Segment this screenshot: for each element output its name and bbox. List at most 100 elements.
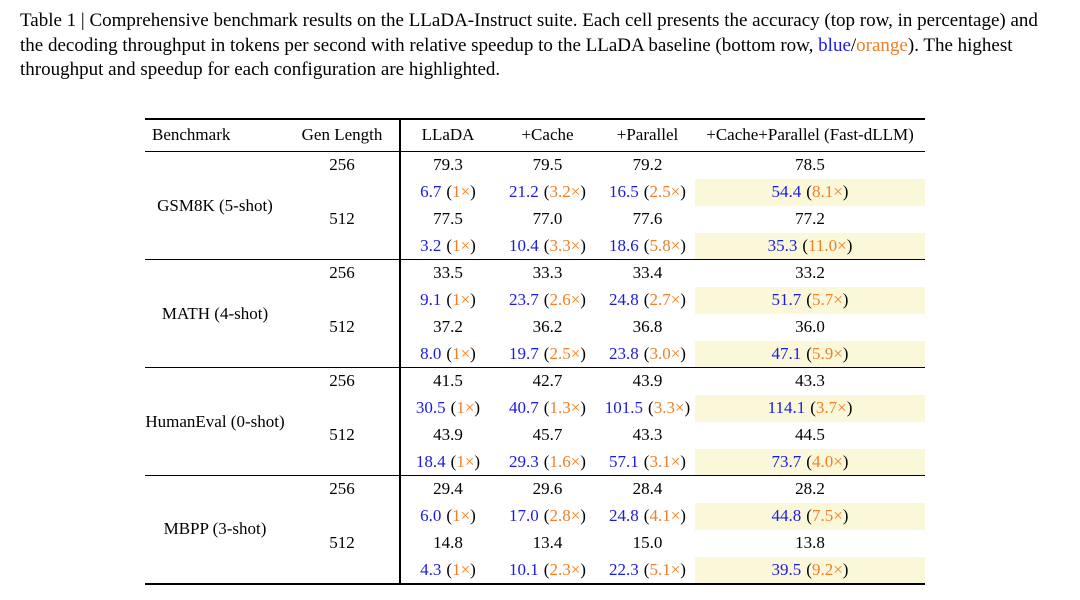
close-paren: ) bbox=[842, 451, 849, 471]
times-symbol: × bbox=[670, 506, 681, 525]
gen-length-cell-empty bbox=[285, 287, 400, 314]
open-paren: ( bbox=[643, 182, 650, 201]
accuracy-cell: 33.2 bbox=[695, 259, 925, 287]
throughput-value: 8.0 bbox=[420, 343, 442, 363]
open-paren: ( bbox=[450, 451, 457, 471]
speedup-value: 3.3 bbox=[653, 398, 675, 417]
close-paren: ) bbox=[470, 559, 476, 579]
gen-length-cell: 256 bbox=[329, 155, 355, 175]
gen-length-cell-empty bbox=[285, 503, 400, 530]
close-paren: ) bbox=[680, 290, 686, 309]
throughput-value: 22.3 bbox=[609, 559, 639, 579]
times-symbol: × bbox=[570, 290, 581, 309]
accuracy-cell: 36.2 bbox=[532, 317, 563, 336]
gen-length-cell: 512 bbox=[329, 533, 355, 552]
accuracy-cell: 13.4 bbox=[532, 533, 563, 552]
times-symbol: × bbox=[460, 343, 471, 363]
caption-segment-blue: blue bbox=[818, 34, 851, 56]
open-paren: ( bbox=[643, 290, 650, 309]
benchmark-name: GSM8K (5-shot) bbox=[157, 195, 273, 215]
caption-segment-black: Table 1 | Comprehensive benchmark result… bbox=[20, 10, 1038, 56]
throughput-value: 16.5 bbox=[609, 182, 639, 201]
accuracy-cell: 13.8 bbox=[795, 533, 825, 552]
gen-length-cell-empty bbox=[285, 395, 400, 422]
throughput-cell: 23.8 (3.0×) bbox=[600, 341, 695, 368]
open-paren: ( bbox=[806, 290, 812, 309]
open-paren: ( bbox=[450, 398, 457, 417]
accuracy-cell: 15.0 bbox=[632, 533, 663, 552]
throughput-value: 24.8 bbox=[609, 506, 639, 525]
open-paren: ( bbox=[543, 559, 550, 579]
throughput-cell: 22.3 (5.1×) bbox=[600, 557, 695, 584]
close-paren: ) bbox=[842, 290, 849, 309]
close-paren: ) bbox=[470, 506, 476, 525]
close-paren: ) bbox=[580, 506, 586, 525]
close-paren: ) bbox=[470, 235, 476, 255]
close-paren: ) bbox=[680, 182, 686, 201]
speedup-value: 5.8 bbox=[649, 235, 671, 255]
throughput-row: 6.7 (1×) 21.2 (3.2×) 16.5 (2.5×) 54.4 (8.1×) bbox=[145, 178, 925, 206]
throughput-value: 73.7 bbox=[771, 451, 802, 471]
benchmark-name: MATH (4-shot) bbox=[145, 259, 285, 368]
times-symbol: × bbox=[833, 506, 843, 525]
column-header-parallel: +Parallel bbox=[600, 118, 695, 152]
open-paren: ( bbox=[543, 182, 550, 201]
throughput-row: 6.0 (1×) 17.0 (2.8×) 24.8 (4.1×) 44.8 (7.5×) bbox=[145, 502, 925, 530]
accuracy-cell: 33.4 bbox=[600, 259, 695, 287]
times-symbol: × bbox=[670, 290, 681, 309]
open-paren: ( bbox=[643, 451, 650, 471]
close-paren: ) bbox=[680, 506, 686, 525]
times-symbol: × bbox=[460, 235, 471, 255]
times-symbol: × bbox=[833, 290, 843, 309]
column-header-gen-length: Gen Length bbox=[285, 118, 400, 152]
benchmark-name: MBPP (3-shot) bbox=[145, 475, 285, 584]
throughput-value: 21.2 bbox=[509, 182, 539, 201]
throughput-value: 9.1 bbox=[420, 290, 442, 309]
accuracy-cell: 36.8 bbox=[632, 317, 663, 336]
throughput-cell: 35.3 (11.0×) bbox=[695, 232, 925, 260]
times-symbol: × bbox=[570, 398, 581, 417]
close-paren: ) bbox=[580, 398, 586, 417]
close-paren: ) bbox=[680, 235, 686, 255]
close-paren: ) bbox=[580, 235, 586, 255]
accuracy-cell: 28.4 bbox=[600, 475, 695, 503]
accuracy-cell: 77.0 bbox=[532, 209, 563, 228]
throughput-value: 40.7 bbox=[509, 398, 539, 417]
accuracy-cell: 43.3 bbox=[695, 367, 925, 395]
accuracy-cell: 77.6 bbox=[632, 209, 663, 228]
speedup-value: 2.5 bbox=[649, 182, 671, 201]
accuracy-cell: 79.3 bbox=[399, 151, 495, 179]
close-paren: ) bbox=[680, 559, 686, 579]
speedup-value: 5.7 bbox=[811, 290, 834, 309]
open-paren: ( bbox=[802, 235, 809, 255]
times-symbol: × bbox=[670, 182, 681, 201]
table-caption: Table 1 | Comprehensive benchmark result… bbox=[0, 0, 1062, 83]
throughput-value: 101.5 bbox=[604, 398, 644, 417]
speedup-value: 3.2 bbox=[549, 182, 571, 201]
throughput-cell: 9.1 (1×) bbox=[399, 286, 495, 314]
caption-segment-black: / bbox=[850, 34, 857, 56]
speedup-value: 9.2 bbox=[811, 559, 834, 579]
close-paren: ) bbox=[842, 506, 849, 525]
times-symbol: × bbox=[570, 235, 581, 255]
throughput-cell: 24.8 (2.7×) bbox=[600, 287, 695, 314]
accuracy-cell: 43.3 bbox=[632, 425, 663, 444]
times-symbol: × bbox=[833, 451, 843, 471]
accuracy-cell: 29.4 bbox=[399, 475, 495, 503]
throughput-cell: 30.5 (1×) bbox=[399, 394, 495, 422]
column-header-cache: +Cache bbox=[495, 118, 600, 152]
throughput-row: 3.2 (1×) 10.4 (3.3×) 18.6 (5.8×) 35.3 (11.0×) bbox=[145, 232, 925, 260]
speedup-value: 1 bbox=[456, 398, 465, 417]
throughput-cell: 114.1 (3.7×) bbox=[695, 394, 925, 422]
close-paren: ) bbox=[680, 343, 686, 363]
accuracy-row: 512 43.9 45.7 43.3 44.5 bbox=[145, 421, 925, 449]
throughput-cell: 19.7 (2.5×) bbox=[495, 341, 600, 368]
close-paren: ) bbox=[470, 290, 476, 309]
gen-length-cell-empty bbox=[285, 341, 400, 368]
throughput-value: 17.0 bbox=[509, 506, 539, 525]
accuracy-cell: 44.5 bbox=[795, 425, 825, 444]
close-paren: ) bbox=[580, 559, 586, 579]
throughput-cell: 8.0 (1×) bbox=[399, 340, 495, 368]
column-header-fast-dllm: +Cache+Parallel (Fast-dLLM) bbox=[695, 118, 925, 152]
